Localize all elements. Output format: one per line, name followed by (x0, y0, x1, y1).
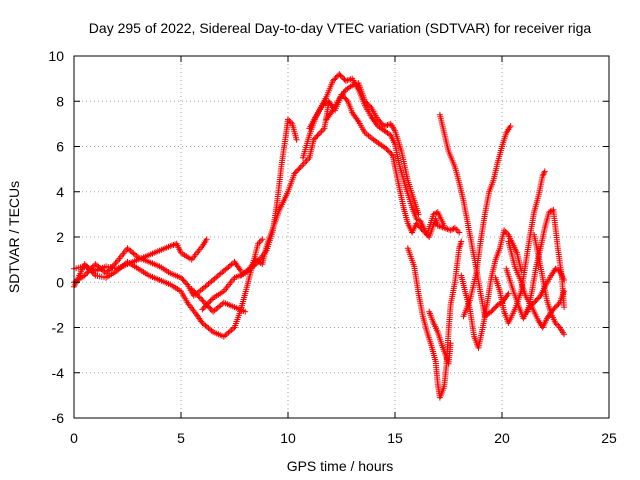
y-tick-label: 10 (48, 48, 64, 64)
data-series-16 (503, 265, 568, 322)
data-point-markers (237, 100, 332, 279)
x-tick-label: 0 (70, 430, 78, 446)
y-tick-label: 0 (56, 274, 64, 290)
chart-title: Day 295 of 2022, Sidereal Day-to-day VTE… (89, 20, 592, 36)
data-point-markers (524, 206, 568, 315)
data-series-8 (306, 71, 448, 238)
data-point-markers (426, 308, 454, 367)
data-point-markers (404, 238, 465, 401)
data-point-markers (306, 71, 448, 238)
data-series-11 (426, 308, 454, 367)
x-tick-label: 20 (494, 430, 510, 446)
data-series-10 (404, 238, 465, 401)
y-tick-label: -4 (52, 365, 65, 381)
y-tick-label: 2 (56, 229, 64, 245)
y-tick-label: 6 (56, 139, 64, 155)
data-point-markers (460, 123, 514, 320)
data-series-19 (524, 206, 568, 315)
data-series-14 (460, 123, 514, 320)
data-point-markers (323, 80, 422, 218)
data-series-6 (237, 100, 332, 279)
x-tick-label: 5 (177, 430, 185, 446)
x-tick-label: 25 (601, 430, 617, 446)
ticks: 0 5 10 15 20 25 -6 -4 -2 0 2 4 6 8 10 (48, 48, 617, 446)
data-points (71, 71, 568, 401)
y-axis-title: SDTVAR / TECUs (6, 181, 22, 293)
data-series-9 (323, 80, 422, 218)
y-tick-label: 8 (56, 93, 64, 109)
y-tick-label: -6 (52, 410, 65, 426)
x-tick-label: 10 (280, 430, 296, 446)
x-axis-title: GPS time / hours (287, 458, 394, 474)
y-tick-label: 4 (56, 184, 64, 200)
x-tick-label: 15 (387, 430, 403, 446)
y-tick-label: -2 (52, 320, 65, 336)
data-point-markers (503, 265, 568, 322)
